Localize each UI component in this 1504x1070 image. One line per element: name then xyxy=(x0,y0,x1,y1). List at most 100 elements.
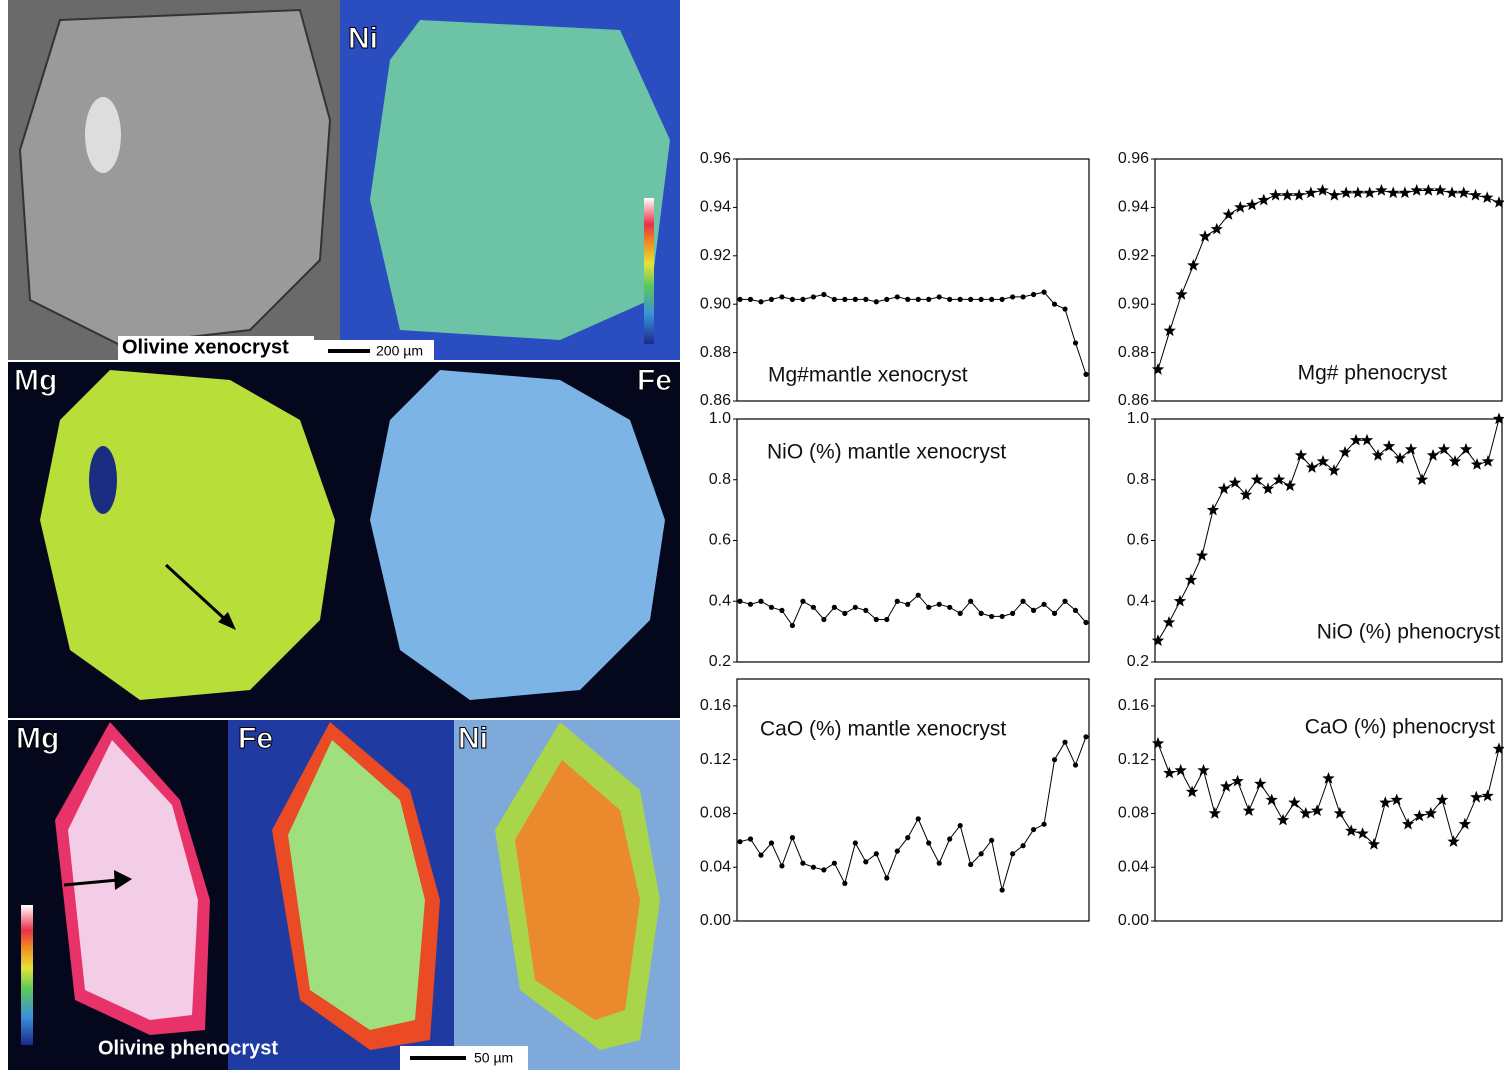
point xyxy=(779,607,785,613)
point xyxy=(1083,734,1089,740)
point xyxy=(1184,573,1198,586)
point xyxy=(789,296,796,302)
xenocryst-grain xyxy=(18,8,332,347)
y-tick-label: 0.86 xyxy=(700,392,731,409)
point xyxy=(1404,442,1418,455)
point xyxy=(1051,301,1058,307)
point xyxy=(747,836,754,842)
point xyxy=(1173,594,1187,607)
point xyxy=(1257,193,1270,206)
point xyxy=(1387,186,1400,199)
y-tick-label: 0.12 xyxy=(1118,751,1149,768)
point xyxy=(789,835,796,841)
data-line xyxy=(1157,189,1500,370)
point xyxy=(1292,188,1306,201)
point xyxy=(1422,184,1435,196)
point xyxy=(1459,442,1473,455)
y-tick-label: 0.04 xyxy=(700,858,731,875)
point xyxy=(1356,827,1369,839)
y-tick-label: 0.2 xyxy=(709,653,731,670)
point xyxy=(1162,616,1176,628)
point xyxy=(863,296,869,302)
scale-bg xyxy=(314,340,434,360)
point xyxy=(1269,188,1282,201)
point xyxy=(1492,196,1504,208)
map-label: Ni xyxy=(458,722,488,755)
point xyxy=(957,610,963,617)
y-tick-label: 0.08 xyxy=(700,805,731,822)
y-tick-label: 0.90 xyxy=(700,295,731,312)
point xyxy=(1469,188,1482,201)
y-tick-label: 0.96 xyxy=(700,150,731,167)
point xyxy=(810,604,816,610)
point xyxy=(1458,817,1472,830)
point xyxy=(1041,821,1047,827)
point xyxy=(1010,294,1016,300)
point xyxy=(758,598,764,604)
caption: Olivine xenocryst xyxy=(122,336,289,358)
point xyxy=(1041,601,1047,607)
point xyxy=(1222,208,1235,220)
point xyxy=(1051,757,1058,763)
point xyxy=(1072,340,1079,346)
point xyxy=(905,835,911,841)
point xyxy=(800,598,806,604)
y-tick-label: 0.8 xyxy=(1127,471,1149,488)
point xyxy=(1371,449,1385,461)
point xyxy=(989,296,995,302)
point xyxy=(1185,785,1199,798)
point xyxy=(1220,780,1233,792)
point xyxy=(842,880,848,886)
data-line xyxy=(1157,418,1500,641)
point xyxy=(1415,473,1429,485)
point xyxy=(1051,610,1058,617)
point xyxy=(1242,804,1256,816)
point xyxy=(1436,793,1449,806)
point xyxy=(1072,762,1079,768)
caption: Olivine phenocryst xyxy=(98,1037,278,1059)
point xyxy=(1151,737,1165,749)
point xyxy=(737,296,743,302)
point xyxy=(1390,793,1403,806)
color-bar xyxy=(21,905,33,1045)
point xyxy=(926,604,932,610)
point xyxy=(1424,806,1437,819)
map-label: Mg xyxy=(14,364,57,397)
point xyxy=(842,610,848,617)
plot-frame xyxy=(736,158,1090,402)
point xyxy=(947,296,953,302)
point xyxy=(1349,433,1363,446)
point xyxy=(884,296,890,302)
map-label: Ni xyxy=(348,22,378,55)
point xyxy=(821,291,827,298)
point xyxy=(1272,473,1286,485)
point xyxy=(1276,813,1290,826)
map-label: Fe xyxy=(238,722,273,755)
data-line xyxy=(739,736,1087,891)
y-tick-label: 0.00 xyxy=(700,912,731,929)
point xyxy=(1254,777,1267,790)
y-tick-label: 0.96 xyxy=(1118,150,1149,167)
arrow xyxy=(164,563,230,624)
point xyxy=(999,887,1005,893)
inclusion xyxy=(85,97,121,173)
point xyxy=(1281,188,1294,201)
point xyxy=(884,875,890,881)
point xyxy=(1294,449,1308,461)
y-tick-label: 0.88 xyxy=(1118,344,1149,361)
plot-frame xyxy=(736,678,1090,922)
point xyxy=(1217,482,1231,495)
point xyxy=(1163,766,1176,779)
point xyxy=(1398,186,1412,199)
point xyxy=(873,299,879,305)
point xyxy=(747,296,754,302)
ni-grain xyxy=(370,20,670,340)
point xyxy=(894,848,900,854)
chart-title: NiO (%) mantle xenocryst xyxy=(767,441,1006,464)
point xyxy=(831,604,837,610)
arrow-head xyxy=(114,870,132,890)
point xyxy=(1316,184,1329,196)
point xyxy=(1245,198,1259,211)
point xyxy=(1030,607,1037,613)
chart-title: CaO (%) mantle xenocryst xyxy=(760,718,1006,741)
